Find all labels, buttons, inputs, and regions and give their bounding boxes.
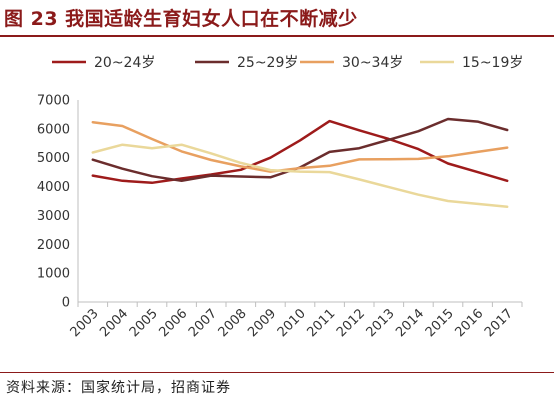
x-tick-label: 2007 [186,306,220,340]
series-line [91,119,509,185]
figure-title: 图 23 我国适龄生育妇女人口在不断减少 [4,8,358,30]
figure-title-bar: 图 23 我国适龄生育妇女人口在不断减少 [0,0,554,37]
title-divider [0,35,554,37]
x-tick-label: 2014 [393,306,427,340]
series-line [91,120,509,173]
y-tick-label: 1000 [37,267,70,282]
x-tick-label: 2009 [245,306,279,340]
line-chart: 20~24岁 25~29岁 30~34岁 15~19岁 0 1000 2000 3000 40… [37,55,523,340]
x-tick-label: 2017 [482,306,516,340]
x-tick-label: 2013 [364,306,398,340]
y-axis: 0 1000 2000 3000 4000 5000 6000 7000 [37,94,79,311]
source-note: 资料来源：国家统计局，招商证券 [6,380,231,396]
y-tick-label: 6000 [37,122,70,137]
x-tick-label: 2005 [127,306,161,340]
source-divider [0,372,554,373]
x-tick-label: 2012 [334,306,368,340]
x-tick-label: 2003 [68,306,102,340]
x-tick-label: 2004 [97,306,131,340]
y-tick-label: 7000 [37,94,70,109]
legend-label: 25~29岁 [237,55,298,71]
chart-legend: 20~24岁 25~29岁 30~34岁 15~19岁 [52,55,523,71]
legend-label: 30~34岁 [342,55,403,71]
series-lines [91,117,509,209]
y-tick-label: 2000 [37,238,70,253]
x-tick-label: 2006 [156,306,190,340]
x-tick-label: 2011 [304,306,338,340]
y-tick-label: 3000 [37,209,70,224]
y-tick-label: 5000 [37,151,70,166]
x-axis: 2003200420052006200720082009201020112012… [68,301,523,340]
x-tick-label: 2016 [452,306,486,340]
y-tick-label: 0 [62,296,70,311]
x-tick-label: 2008 [216,306,250,340]
y-tick-label: 4000 [37,180,70,195]
legend-label: 20~24岁 [94,55,155,71]
x-tick-label: 2010 [275,306,309,340]
series-line [91,143,509,209]
x-tick-label: 2015 [423,306,457,340]
legend-label: 15~19岁 [462,55,523,71]
